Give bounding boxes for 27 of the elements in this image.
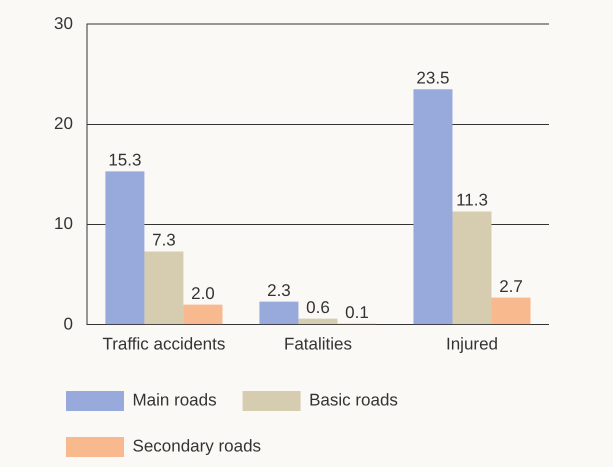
y-tick-label: 20 — [54, 114, 73, 134]
bar — [413, 89, 452, 324]
data-label: 0.1 — [345, 302, 369, 322]
x-tick-label: Injured — [446, 334, 498, 354]
x-tick-label: Fatalities — [284, 334, 352, 354]
data-label: 2.7 — [499, 276, 523, 296]
legend-label: Secondary roads — [132, 436, 262, 456]
x-tick-label: Traffic accidents — [102, 334, 226, 354]
y-tick-label: 30 — [54, 14, 73, 33]
data-label: 23.5 — [416, 68, 450, 88]
legend-label: Main roads — [132, 390, 217, 410]
legend-label: Basic roads — [309, 390, 398, 410]
bar — [259, 302, 298, 324]
bar — [298, 318, 338, 324]
y-tick-label: 10 — [54, 214, 73, 234]
data-label: 11.3 — [456, 190, 488, 210]
data-label: 2.0 — [191, 284, 215, 303]
bar — [105, 171, 144, 324]
bar — [452, 211, 492, 324]
data-label: 15.3 — [108, 150, 142, 170]
y-tick-label: 0 — [63, 314, 73, 334]
data-label: 0.6 — [306, 298, 330, 317]
bar — [183, 304, 222, 324]
bar — [144, 252, 184, 324]
data-label: 2.3 — [267, 280, 291, 300]
data-label: 7.3 — [152, 230, 176, 250]
bar — [491, 298, 531, 324]
